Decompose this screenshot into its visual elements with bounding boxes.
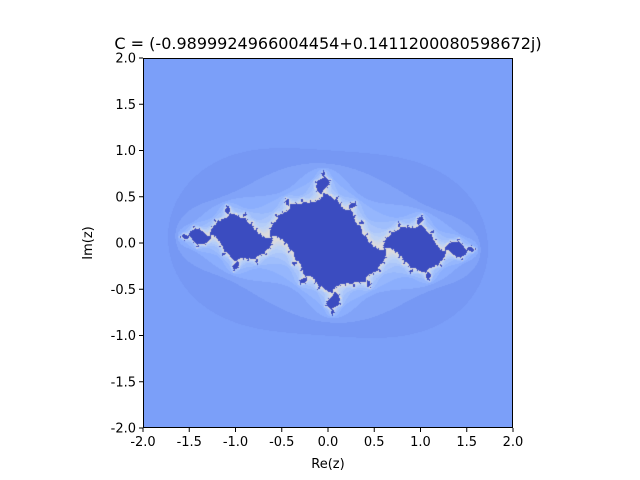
- y-tick-label: 0.5: [115, 190, 136, 205]
- x-axis-ticks: -2.0 -1.5 -1.0 -0.5 0.0 0.5 1.0 1.5 2.0: [130, 428, 523, 450]
- y-axis-ticks: -2.0 -1.5 -1.0 -0.5 0.0 0.5 1.0 1.5 2.0: [111, 52, 143, 437]
- y-tick-label: -1.5: [111, 375, 136, 390]
- x-tick-label: 0.0: [318, 435, 339, 450]
- plot-area: [143, 58, 513, 428]
- x-tick-label: -1.5: [177, 435, 202, 450]
- y-tick-label: -0.5: [111, 283, 136, 298]
- x-tick-label: 1.5: [456, 435, 477, 450]
- y-tick-label: 2.0: [115, 52, 136, 67]
- julia-set-heatmap: [143, 58, 513, 428]
- y-tick-label: -1.0: [111, 329, 136, 344]
- y-tick-label: -2.0: [111, 422, 136, 437]
- x-tick-label: -1.0: [223, 435, 248, 450]
- y-axis-label: Im(z): [81, 226, 96, 259]
- axes-frame: [143, 58, 513, 428]
- y-tick-label: 1.0: [115, 144, 136, 159]
- y-tick-label: 1.5: [115, 98, 136, 113]
- x-tick-label: -0.5: [269, 435, 294, 450]
- x-tick-label: 2.0: [503, 435, 524, 450]
- x-tick-label: 0.5: [364, 435, 385, 450]
- x-tick-label: 1.0: [410, 435, 431, 450]
- x-axis-label: Re(z): [311, 457, 344, 472]
- chart-title: C = (-0.9899924966004454+0.1411200080598…: [114, 34, 541, 53]
- y-tick-label: 0.0: [115, 237, 136, 252]
- x-tick-label: -2.0: [130, 435, 155, 450]
